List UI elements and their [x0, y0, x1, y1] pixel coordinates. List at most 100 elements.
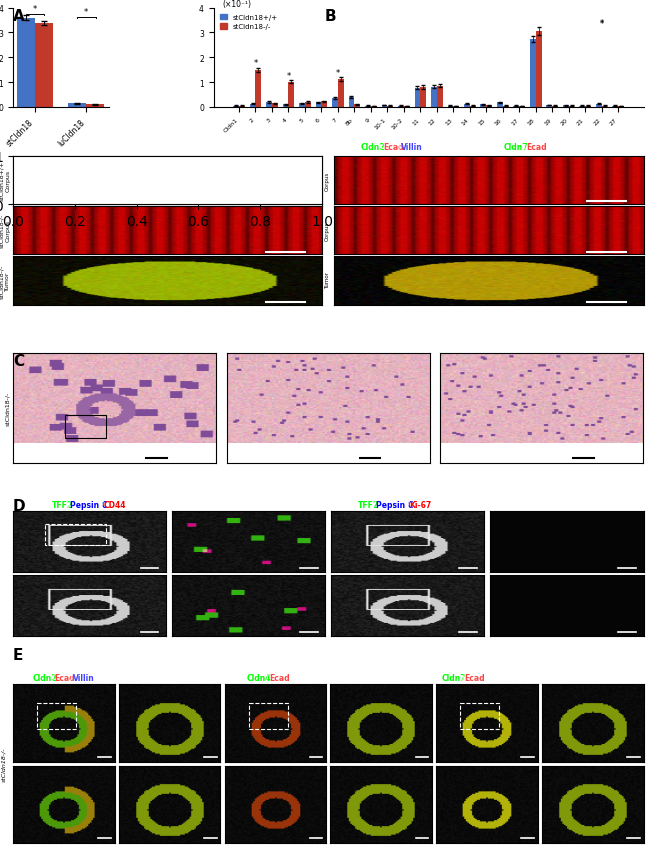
Text: *: * — [286, 72, 291, 81]
Y-axis label: stCldn18+/+
Corpus: stCldn18+/+ Corpus — [0, 160, 10, 201]
Bar — [299, 104, 305, 108]
Bar — [486, 106, 492, 108]
Bar — [470, 106, 476, 108]
Bar — [86, 106, 104, 108]
Text: /: / — [266, 673, 269, 682]
Text: /: / — [52, 673, 55, 682]
Bar — [585, 106, 591, 108]
Text: Tumor: Tumor — [325, 272, 330, 289]
Bar — [530, 39, 536, 108]
Text: /: / — [398, 143, 401, 153]
Bar — [460, 703, 499, 729]
Bar — [249, 703, 288, 729]
Text: *: * — [336, 69, 340, 78]
Text: Ecad: Ecad — [55, 673, 75, 682]
Text: /: / — [70, 673, 73, 682]
Bar — [563, 106, 569, 108]
Text: C: C — [13, 354, 24, 369]
Bar — [502, 106, 508, 108]
Bar — [354, 106, 360, 108]
Bar — [447, 106, 453, 108]
Bar — [536, 32, 541, 108]
Text: TFF2: TFF2 — [358, 500, 379, 509]
Bar — [233, 106, 239, 108]
Y-axis label: stCldn18-/-: stCldn18-/- — [5, 392, 10, 426]
Bar — [431, 88, 437, 108]
Bar — [382, 106, 387, 108]
Legend: stCldn18+/+, stCldn18-/-: stCldn18+/+, stCldn18-/- — [217, 12, 280, 33]
Bar — [596, 105, 602, 108]
Bar — [602, 106, 608, 108]
Text: Villin: Villin — [401, 143, 423, 153]
Text: *: * — [33, 5, 37, 14]
Bar — [45, 525, 106, 545]
Text: D: D — [13, 498, 25, 514]
Bar — [404, 106, 410, 108]
Text: Cldn7: Cldn7 — [442, 673, 467, 682]
Text: Pepsin C: Pepsin C — [376, 500, 413, 509]
Text: TFF2: TFF2 — [52, 500, 73, 509]
Bar — [316, 103, 321, 108]
Bar — [387, 106, 393, 108]
Bar — [547, 106, 552, 108]
Bar — [480, 106, 486, 108]
Text: Corpus: Corpus — [325, 222, 330, 240]
Bar — [18, 19, 35, 108]
Bar — [579, 106, 585, 108]
Bar — [272, 104, 278, 108]
Text: CD44: CD44 — [104, 500, 127, 509]
Bar — [612, 106, 618, 108]
Bar — [266, 103, 272, 108]
Bar — [497, 103, 502, 108]
Bar — [519, 106, 525, 108]
Text: /: / — [68, 500, 70, 509]
Text: *: * — [599, 19, 604, 28]
Bar — [618, 106, 624, 108]
Text: A: A — [13, 9, 25, 24]
Bar — [65, 416, 105, 438]
Text: /: / — [523, 143, 526, 153]
Text: stCldn18-/-: stCldn18-/- — [1, 747, 6, 781]
Text: Cldn4: Cldn4 — [247, 673, 272, 682]
Text: Corpus: Corpus — [325, 171, 330, 191]
Text: Villin: Villin — [73, 673, 94, 682]
Text: /: / — [101, 500, 104, 509]
Bar — [305, 103, 311, 108]
Y-axis label: stCldn18-/-
Tumor: stCldn18-/- Tumor — [0, 264, 10, 298]
Bar — [348, 98, 354, 108]
Bar — [289, 83, 294, 108]
Bar — [398, 106, 404, 108]
Bar — [437, 87, 443, 108]
Text: /: / — [462, 673, 464, 682]
Text: Cldn7: Cldn7 — [504, 143, 528, 153]
Text: /: / — [373, 500, 376, 509]
Bar — [35, 24, 53, 108]
Bar — [321, 102, 327, 108]
Bar — [255, 71, 261, 108]
Text: Cldn2: Cldn2 — [32, 673, 57, 682]
Bar — [37, 703, 76, 729]
Bar — [514, 106, 519, 108]
Text: Cldn2: Cldn2 — [361, 143, 385, 153]
Text: *: * — [84, 9, 88, 17]
Text: Ecad: Ecad — [464, 673, 485, 682]
Text: /: / — [407, 500, 410, 509]
Bar — [464, 105, 470, 108]
Bar — [365, 106, 371, 108]
Bar — [338, 80, 344, 108]
Text: Ecad: Ecad — [269, 673, 290, 682]
Bar — [552, 106, 558, 108]
Bar — [332, 99, 338, 108]
Text: E: E — [13, 648, 23, 663]
Y-axis label: stCldn18-/-
Corpus: stCldn18-/- Corpus — [0, 214, 10, 248]
Text: B: B — [325, 9, 337, 24]
Text: Pepsin C: Pepsin C — [70, 500, 108, 509]
Bar — [371, 106, 376, 108]
Text: (×10⁻¹): (×10⁻¹) — [222, 0, 251, 9]
Text: Ecad: Ecad — [526, 143, 547, 153]
Bar — [250, 105, 255, 108]
Bar — [453, 106, 459, 108]
Bar — [421, 88, 426, 108]
Bar — [68, 104, 86, 108]
Bar — [569, 106, 575, 108]
